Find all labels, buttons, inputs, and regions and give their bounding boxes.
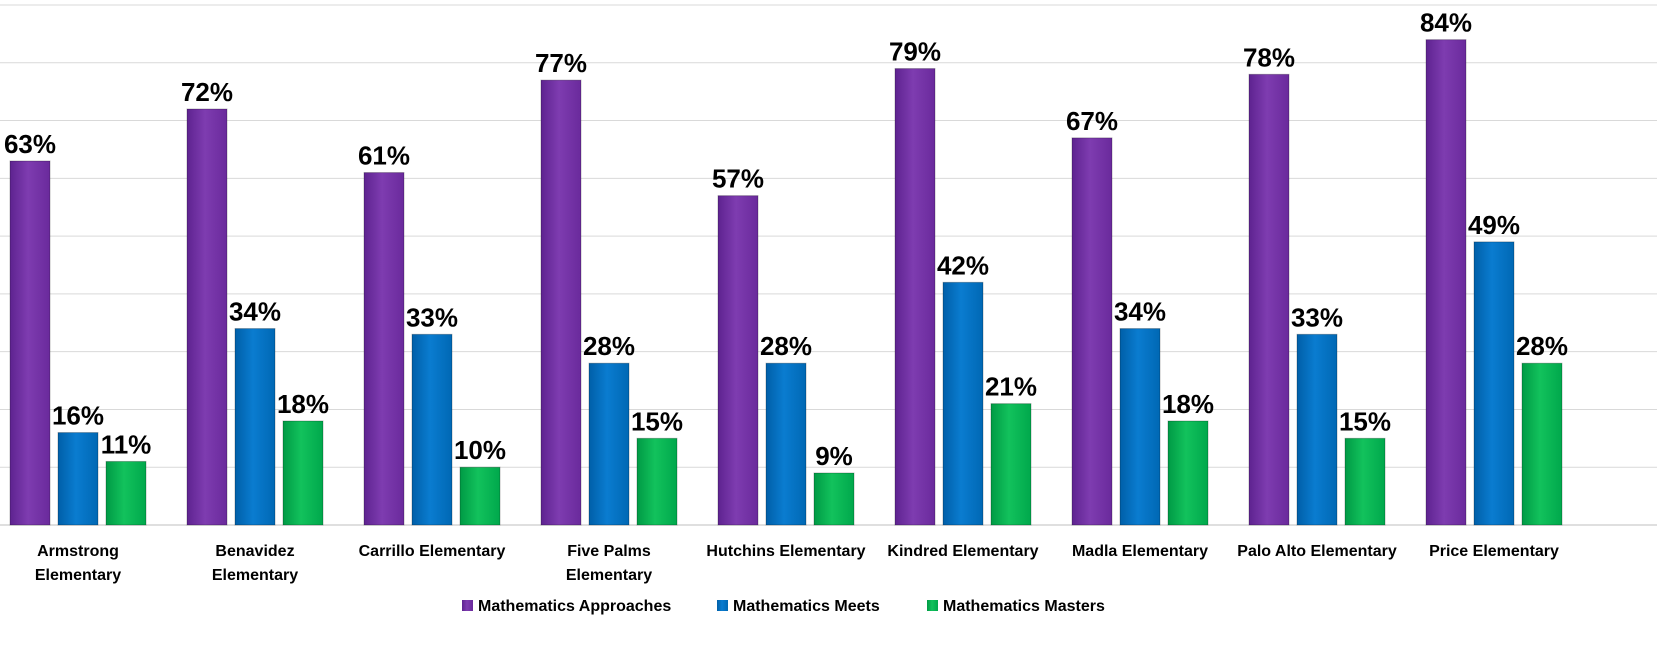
- data-label: 21%: [985, 372, 1037, 402]
- category-label: Carrillo Elementary: [359, 543, 506, 560]
- data-label: 18%: [1162, 389, 1214, 419]
- data-label: 42%: [937, 250, 989, 280]
- bar-mathematics-masters: [459, 466, 501, 526]
- legend-label: Mathematics Approaches: [478, 598, 671, 615]
- legend: Mathematics Approaches Mathematics Meets M…: [462, 598, 1105, 615]
- bar-mathematics-masters: [105, 460, 147, 526]
- bar-mathematics-meets: [765, 362, 807, 526]
- data-label: 28%: [760, 331, 812, 361]
- bar-mathematics-meets: [1296, 333, 1338, 526]
- bar-mathematics-approaches: [9, 160, 51, 526]
- data-label: 67%: [1066, 106, 1118, 136]
- data-label: 78%: [1243, 42, 1295, 72]
- bar-mathematics-masters: [1344, 437, 1386, 526]
- legend-swatch: [462, 600, 473, 611]
- bar-mathematics-approaches: [1425, 39, 1467, 526]
- data-label: 84%: [1420, 8, 1472, 38]
- legend-label: Mathematics Meets: [733, 598, 880, 615]
- legend-swatch: [717, 600, 728, 611]
- bar-mathematics-approaches: [894, 68, 936, 526]
- data-label: 63%: [4, 129, 56, 159]
- category-label: Armstrong: [37, 543, 119, 560]
- gridlines: [0, 4, 1657, 526]
- bar-mathematics-masters: [813, 472, 855, 526]
- bar-mathematics-masters: [990, 403, 1032, 526]
- data-label: 34%: [229, 297, 281, 327]
- bars: [9, 39, 1563, 526]
- category-label: Benavidez: [215, 543, 294, 560]
- data-labels: 63% 16%11% 72% 34% 18% 61% 33% 10% 77% 28% 15% 57% 2…: [4, 8, 1568, 471]
- bar-mathematics-meets: [234, 328, 276, 526]
- data-label: 61%: [358, 141, 410, 171]
- bar-mathematics-meets: [942, 281, 984, 526]
- bar-mathematics-approaches: [1071, 137, 1113, 526]
- category-label: Five Palms: [567, 543, 651, 560]
- data-label: 49%: [1468, 210, 1520, 240]
- data-label: 11%: [101, 429, 152, 459]
- bar-mathematics-meets: [588, 362, 630, 526]
- data-label: 16%: [52, 401, 104, 431]
- bar-mathematics-masters: [636, 437, 678, 526]
- bar-mathematics-approaches: [363, 172, 405, 526]
- category-label: Palo Alto Elementary: [1237, 543, 1397, 560]
- data-label: 28%: [1516, 331, 1568, 361]
- category-axis: Armstrong Elementary Benavidez Elementary Ca…: [35, 543, 1559, 584]
- data-label: 28%: [583, 331, 635, 361]
- category-label: Elementary: [35, 567, 121, 584]
- data-label: 9%: [815, 441, 853, 471]
- bar-mathematics-meets: [1119, 328, 1161, 526]
- category-label: Elementary: [212, 567, 298, 584]
- data-label: 33%: [406, 302, 458, 332]
- data-label: 79%: [889, 37, 941, 67]
- bar-mathematics-approaches: [1248, 73, 1290, 526]
- category-label: Price Elementary: [1429, 543, 1559, 560]
- data-label: 10%: [454, 435, 506, 465]
- data-label: 15%: [1339, 406, 1391, 436]
- bar-mathematics-meets: [57, 432, 99, 526]
- data-label: 33%: [1291, 302, 1343, 332]
- bar-mathematics-masters: [282, 420, 324, 526]
- category-label: Elementary: [566, 567, 652, 584]
- category-label: Kindred Elementary: [887, 543, 1038, 560]
- bar-mathematics-masters: [1521, 362, 1563, 526]
- bar-mathematics-approaches: [186, 108, 228, 526]
- data-label: 34%: [1114, 297, 1166, 327]
- data-label: 77%: [535, 48, 587, 78]
- bar-mathematics-meets: [1473, 241, 1515, 526]
- category-label: Madla Elementary: [1072, 543, 1208, 560]
- legend-label: Mathematics Masters: [943, 598, 1105, 615]
- legend-swatch: [927, 600, 938, 611]
- data-label: 15%: [631, 406, 683, 436]
- bar-mathematics-approaches: [540, 79, 582, 526]
- bar-mathematics-meets: [411, 333, 453, 526]
- data-label: 18%: [277, 389, 329, 419]
- bar-mathematics-masters: [1167, 420, 1209, 526]
- bar-mathematics-approaches: [717, 195, 759, 526]
- data-label: 57%: [712, 164, 764, 194]
- data-label: 72%: [181, 77, 233, 107]
- category-label: Hutchins Elementary: [706, 543, 865, 560]
